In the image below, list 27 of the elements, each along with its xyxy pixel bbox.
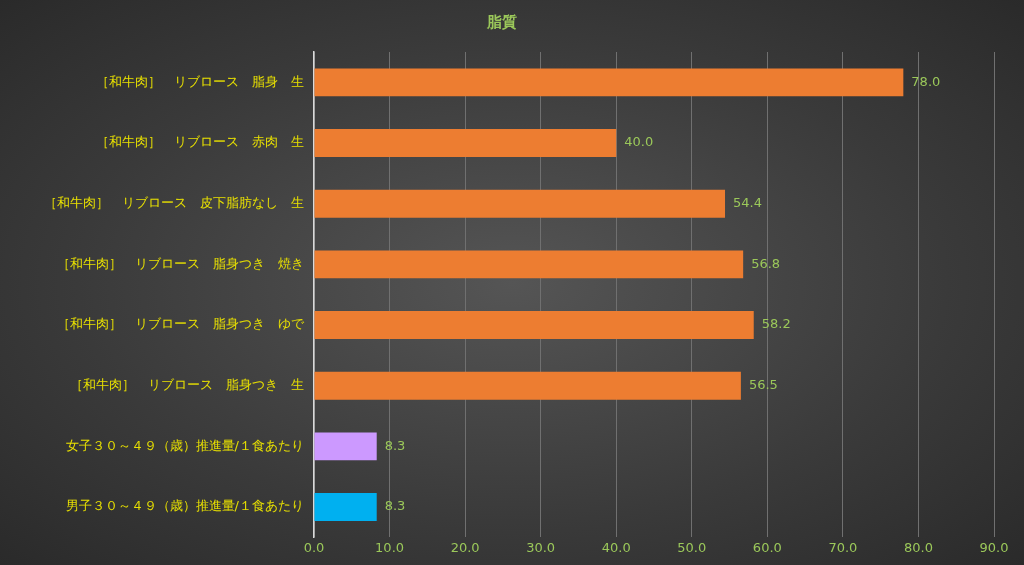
y-tick-label: 女子３０～４９（歳）推進量/１食あたり bbox=[65, 437, 304, 453]
x-tick-label: 80.0 bbox=[903, 539, 933, 555]
data-label: 8.3 bbox=[384, 437, 406, 453]
y-tick-label: ［和牛肉］ リブロース 脂身つき 生 bbox=[70, 377, 304, 393]
x-tick-label: 70.0 bbox=[828, 539, 858, 555]
x-tick-label: 40.0 bbox=[601, 539, 631, 555]
data-label: 78.0 bbox=[911, 73, 941, 89]
data-label: 56.5 bbox=[748, 377, 778, 393]
y-tick-label: ［和牛肉］ リブロース 赤肉 生 bbox=[96, 134, 304, 150]
x-tick-label: 90.0 bbox=[979, 539, 1009, 555]
x-tick-label: 60.0 bbox=[752, 539, 782, 555]
data-label: 58.2 bbox=[761, 316, 791, 332]
x-tick-label: 50.0 bbox=[677, 539, 707, 555]
x-tick-label: 0.0 bbox=[303, 539, 325, 555]
chart-title: 脂質 bbox=[486, 12, 517, 31]
x-tick-label: 30.0 bbox=[526, 539, 556, 555]
y-tick-label: 男子３０～４９（歳）推進量/１食あたり bbox=[65, 498, 304, 514]
x-tick-label: 20.0 bbox=[450, 539, 480, 555]
y-tick-label: ［和牛肉］ リブロース 皮下脂肪なし 生 bbox=[44, 195, 304, 211]
y-tick-label: ［和牛肉］ リブロース 脂身 生 bbox=[96, 73, 304, 89]
data-label: 8.3 bbox=[384, 498, 406, 514]
data-label: 54.4 bbox=[733, 195, 762, 211]
y-tick-label: ［和牛肉］ リブロース 脂身つき 焼き bbox=[57, 255, 304, 271]
y-tick-label: ［和牛肉］ リブロース 脂身つき ゆで bbox=[57, 316, 305, 332]
data-label: 40.0 bbox=[624, 134, 654, 150]
data-label: 56.8 bbox=[751, 255, 781, 271]
x-tick-label: 10.0 bbox=[375, 539, 405, 555]
